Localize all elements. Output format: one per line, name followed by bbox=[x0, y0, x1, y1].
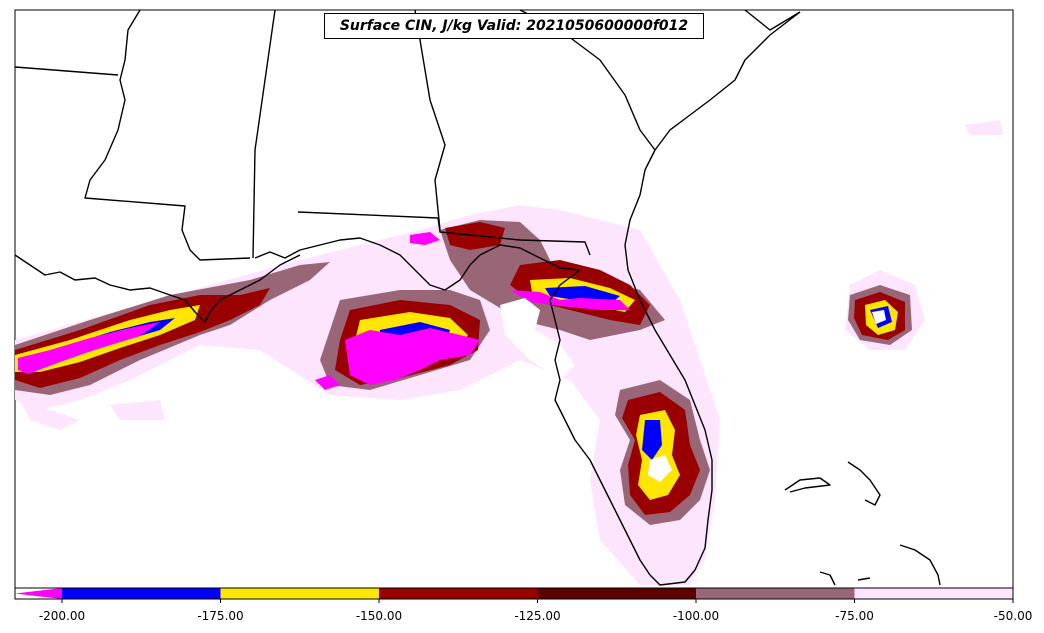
colorbar-bin-5 bbox=[854, 588, 1013, 599]
colorbar-bin-0 bbox=[62, 588, 221, 599]
colorbar-bin-4 bbox=[696, 588, 855, 599]
state-coastlines bbox=[14, 9, 941, 586]
colorbar-tick-label: -100.00 bbox=[672, 609, 720, 623]
colorbar-tick-label: -125.00 bbox=[514, 609, 561, 623]
colorbar-bin-1 bbox=[220, 588, 379, 599]
colorbar-tick-label: -150.00 bbox=[355, 609, 403, 623]
colorbar-tick-label: -75.00 bbox=[835, 609, 874, 623]
colorbar-bin-2 bbox=[379, 588, 538, 599]
colorbar bbox=[14, 587, 1014, 603]
colorbar-tick-label: -175.00 bbox=[197, 609, 244, 623]
colorbar-tick-label: -50.00 bbox=[993, 609, 1033, 623]
cin-shading bbox=[15, 120, 1003, 585]
colorbar-bin-3 bbox=[537, 588, 696, 599]
colorbar-outline bbox=[14, 587, 1014, 600]
colorbar-tick-label: -200.00 bbox=[38, 609, 86, 623]
map-title: Surface CIN, J/kg Valid: 2021050600000f0… bbox=[324, 13, 704, 39]
colorbar-extend-arrow bbox=[15, 588, 62, 599]
